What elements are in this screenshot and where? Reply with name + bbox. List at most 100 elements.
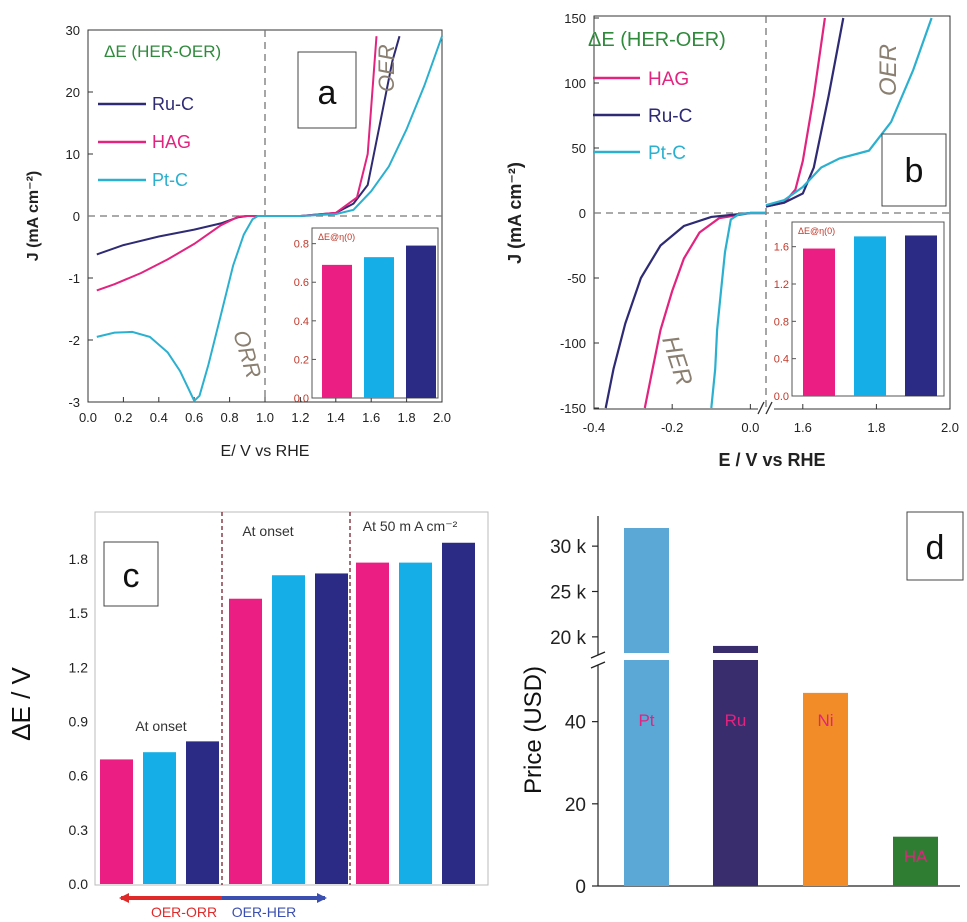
panel-a-label-box bbox=[297, 51, 357, 129]
panel-a-series bbox=[96, 35, 443, 403]
panel-a-x-ticks: 0.0 0.2 0.4 0.6 0.8 1.0 1.2 1.4 1.6 1.8 2.0 bbox=[79, 397, 451, 425]
panel-b-y-tick-label: -150 bbox=[560, 401, 586, 416]
panel-c: 0.00.30.60.91.21.51.8 At onset At onset … bbox=[6, 511, 489, 920]
panel-d-bar-ru bbox=[713, 660, 758, 886]
panel-d-y-tick-label: 20 bbox=[565, 795, 586, 816]
panel-d-bars: Pt Ru Ni HA bbox=[624, 528, 938, 886]
panel-a-y-tick-label: -2 bbox=[68, 333, 80, 348]
panel-b-x-tick-label: -0.4 bbox=[583, 420, 605, 435]
panel-c-y-tick-label: 1.2 bbox=[69, 659, 89, 675]
panel-d-y-tick-label: 20 k bbox=[550, 628, 586, 649]
panel-b-y-tick-label: 50 bbox=[572, 141, 586, 156]
panel-a-y-tick-label: 20 bbox=[66, 85, 80, 100]
panel-c-y-tick-label: 0.3 bbox=[69, 822, 89, 838]
panel-a-legend-label: HAG bbox=[152, 132, 191, 152]
panel-d-ylabel: Price (USD) bbox=[520, 666, 547, 794]
panel-a-x-tick-label: 0.6 bbox=[185, 410, 203, 425]
panel-d-label-box bbox=[906, 511, 964, 581]
panel-a-legend-title: ΔE (HER-OER) bbox=[104, 42, 221, 61]
panel-c-label-box bbox=[103, 541, 159, 607]
panel-a-x-tick-label: 2.0 bbox=[433, 410, 451, 425]
panel-d-y-tick-label: 0 bbox=[575, 877, 586, 898]
panel-c-group-label-3: At 50 m A cm⁻² bbox=[363, 518, 458, 534]
panel-c-frame bbox=[94, 511, 489, 886]
panel-c-arrow-label-oer-her: OER-HER bbox=[232, 904, 297, 920]
panel-c-group-label-1: At onset bbox=[135, 718, 186, 734]
panel-b-y-tick-label: -50 bbox=[567, 271, 586, 286]
panel-b-inset-tick-label: 0.4 bbox=[774, 354, 789, 366]
panel-a-inset-tick-label: 0.2 bbox=[294, 354, 309, 366]
panel-c-bar bbox=[399, 562, 432, 884]
panel-d-y-tick-label: 30 k bbox=[550, 537, 586, 558]
panel-d-bar-pt-upper bbox=[624, 528, 669, 653]
panel-b-x-ticks: -0.4 -0.2 0.0 1.6 1.8 2.0 bbox=[583, 404, 959, 435]
panel-d-bar-ru-upper bbox=[713, 645, 758, 653]
panel-d-axis-break bbox=[590, 651, 606, 669]
panel-b-series-ptc-oer bbox=[765, 17, 933, 207]
panel-b-legend-label: Pt-C bbox=[648, 143, 686, 164]
panel-c-group-label-2: At onset bbox=[242, 523, 293, 539]
panel-a-inset-tick-label: 0.6 bbox=[294, 277, 309, 289]
panel-b-legend: HAG Ru-C Pt-C bbox=[593, 69, 692, 164]
panel-b: -0.4 -0.2 0.0 1.6 1.8 2.0 150 100 50 0 -50 -100 -15… bbox=[505, 11, 959, 470]
panel-b-inset-tick-label: 0.0 bbox=[774, 391, 789, 403]
panel-a-y-tick-label: -1 bbox=[68, 271, 80, 286]
panel-d-bar-label: Ru bbox=[725, 711, 747, 730]
panel-a-ylabel: J (mA cm⁻²) bbox=[25, 171, 42, 262]
panel-b-y-ticks: 150 100 50 0 -50 -100 -150 bbox=[560, 11, 599, 416]
panel-b-inset-bar bbox=[803, 248, 835, 396]
panel-c-y-ticks: 0.0 0.3 0.6 0.9 1.2 1.5 1.8 bbox=[69, 551, 89, 892]
panel-b-label: b bbox=[905, 152, 924, 190]
panel-c-bar bbox=[315, 573, 348, 884]
panel-b-legend-label: Ru-C bbox=[648, 106, 692, 127]
panel-c-bar bbox=[100, 759, 133, 884]
panel-b-inset-bar bbox=[905, 235, 937, 396]
panel-b-inset-bar bbox=[854, 236, 886, 396]
panel-b-axis-break bbox=[757, 401, 773, 415]
panel-a-xlabel: E/ V vs RHE bbox=[221, 443, 310, 460]
panel-a-annotation-orr: ORR bbox=[228, 327, 266, 381]
panel-a-x-tick-label: 0.0 bbox=[79, 410, 97, 425]
panel-b-series-hag-oer bbox=[765, 17, 826, 208]
panel-c-y-tick-label: 1.8 bbox=[69, 551, 89, 567]
panel-a-y-ticks: 30 20 10 0 -1 -2 -3 bbox=[66, 23, 93, 410]
panel-c-ylabel: ΔE / V bbox=[6, 666, 36, 740]
panel-c-bar bbox=[272, 575, 305, 884]
panel-a-label: a bbox=[318, 74, 337, 112]
panel-a-annotation-oer: OER bbox=[374, 44, 399, 92]
panel-b-xlabel: E / V vs RHE bbox=[718, 450, 825, 470]
panel-a-y-tick-label: 10 bbox=[66, 147, 80, 162]
panel-a-series-ptc bbox=[96, 35, 443, 403]
panel-c-y-tick-label: 1.5 bbox=[69, 605, 89, 621]
panel-b-legend-title: ΔE (HER-OER) bbox=[588, 29, 726, 51]
panel-b-x-tick-label: 2.0 bbox=[941, 420, 959, 435]
panel-c-label: c bbox=[123, 557, 140, 595]
panel-a-inset-bar bbox=[364, 257, 394, 398]
panel-b-inset-title: ΔE@η(0) bbox=[798, 226, 835, 236]
panel-c-bar bbox=[442, 542, 475, 884]
panel-a-x-tick-label: 1.2 bbox=[291, 410, 309, 425]
panel-b-y-tick-label: 150 bbox=[564, 11, 586, 26]
panel-b-annotation-her: HER bbox=[656, 333, 697, 390]
panel-a-inset-tick-label: 0.0 bbox=[294, 393, 309, 405]
panel-b-ylabel: J (mA cm⁻²) bbox=[505, 162, 525, 264]
panel-c-y-tick-label: 0.0 bbox=[69, 876, 89, 892]
panel-d-bar-ha bbox=[893, 836, 938, 886]
panel-b-inset-tick-label: 1.6 bbox=[774, 242, 789, 254]
panel-c-arrow-label-oer-orr: OER-ORR bbox=[151, 904, 217, 920]
panel-c-bar bbox=[356, 562, 389, 884]
panel-b-annotation-oer: OER bbox=[875, 44, 902, 96]
panel-c-y-tick-label: 0.9 bbox=[69, 714, 89, 730]
panel-a-x-tick-label: 1.6 bbox=[362, 410, 380, 425]
panel-c-bars bbox=[100, 542, 475, 884]
panel-d-bar-label: HA bbox=[904, 847, 928, 866]
panel-a-x-tick-label: 1.4 bbox=[327, 410, 345, 425]
panel-a-inset-bar bbox=[322, 264, 352, 398]
panel-c-bar bbox=[229, 598, 262, 884]
panel-b-legend-label: HAG bbox=[648, 69, 689, 90]
panel-a: 0.0 0.2 0.4 0.6 0.8 1.0 1.2 1.4 1.6 1.8 2.0 30 20 10… bbox=[25, 23, 451, 460]
panel-b-inset-tick-label: 0.8 bbox=[774, 316, 789, 328]
panel-a-legend-label: Pt-C bbox=[152, 170, 188, 190]
panel-d-y-tick-label: 40 bbox=[565, 713, 586, 734]
